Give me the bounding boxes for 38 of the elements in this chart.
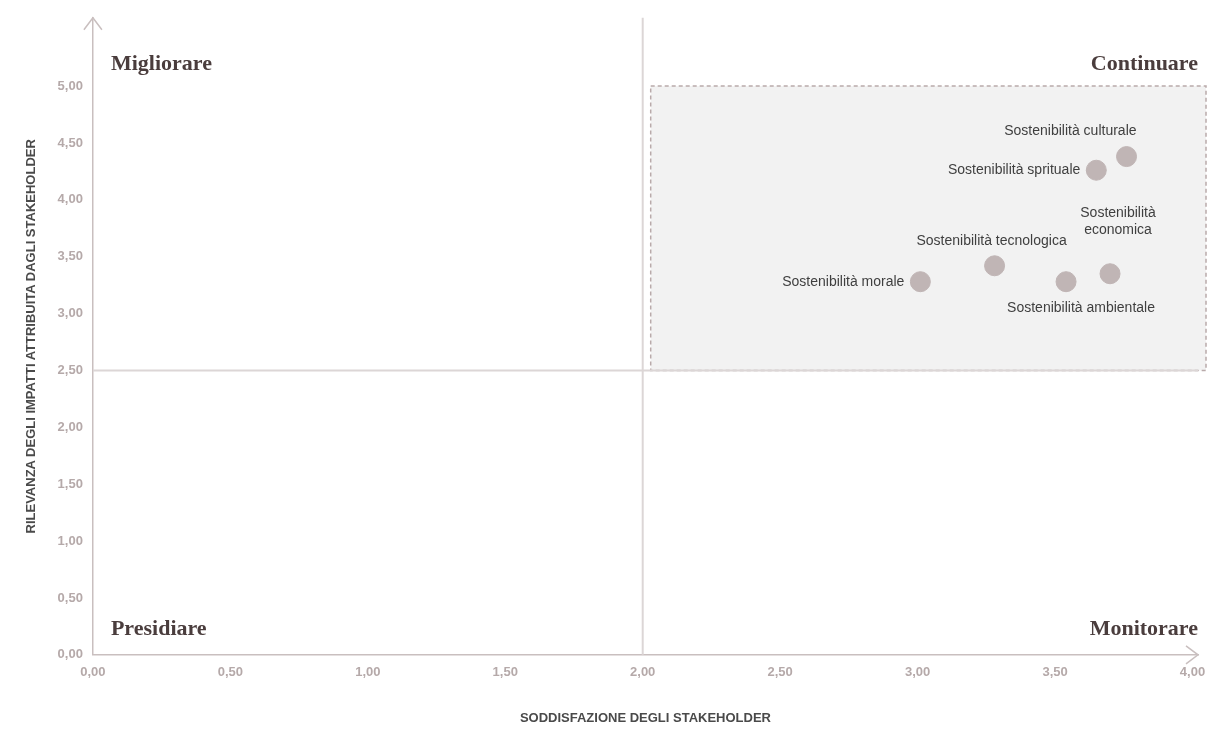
point [984,255,1006,277]
x-tick-label: 3,00 [904,664,931,680]
x-tick-label: 0,00 [80,664,106,680]
y-tick-label: 1,50 [57,475,83,491]
y-axis-title: RILEVANZA DEGLI IMPATTI ATTRIBUITA DAGLI STAKEHOLDER [23,138,39,534]
annotation: Migliorare [110,49,213,75]
point [1116,146,1138,168]
y-tick-label: 4,50 [57,134,83,150]
x-tick-label: 4,00 [1179,664,1206,680]
annotation: Sostenibilità tecnologica [916,231,1067,248]
annotation: Sostenibilità culturale [1004,122,1137,139]
annotation: Sostenibilità sprituale [947,161,1081,178]
x-tick-label: 2,00 [630,664,656,680]
annotation: Sostenibilità ambientale [1007,298,1156,315]
point [909,271,931,293]
x-tick-label: 0,50 [217,664,244,680]
y-tick-label: 0,50 [57,589,83,605]
annotation: Monitorare [1089,615,1199,641]
y-tick-label: 1,00 [57,532,83,548]
point [1085,159,1107,181]
x-tick-label: 1,50 [492,664,518,680]
y-tick-label: 4,00 [57,191,83,207]
y-tick-label: 3,00 [57,305,83,321]
x-tick-label: 1,00 [355,664,381,680]
y-tick-label: 3,50 [57,248,83,264]
y-tick-label: 2,00 [57,418,83,434]
annotation: Sostenibilità morale [782,272,905,289]
x-axis-title: SODDISFAZIONE DEGLI STAKEHOLDER [519,709,772,725]
annotation: Presidiare [110,615,207,641]
x-tick-label: 3,50 [1042,664,1068,680]
y-tick-label: 0,00 [57,646,83,662]
y-tick-label: 5,00 [57,77,83,93]
point [1055,271,1077,293]
point [1099,263,1121,285]
annotation: Continuare [1090,49,1199,75]
y-tick-label: 2,50 [57,362,83,377]
x-tick-label: 2,50 [767,664,793,680]
annotation: Sostenibilità economica [1080,203,1156,237]
